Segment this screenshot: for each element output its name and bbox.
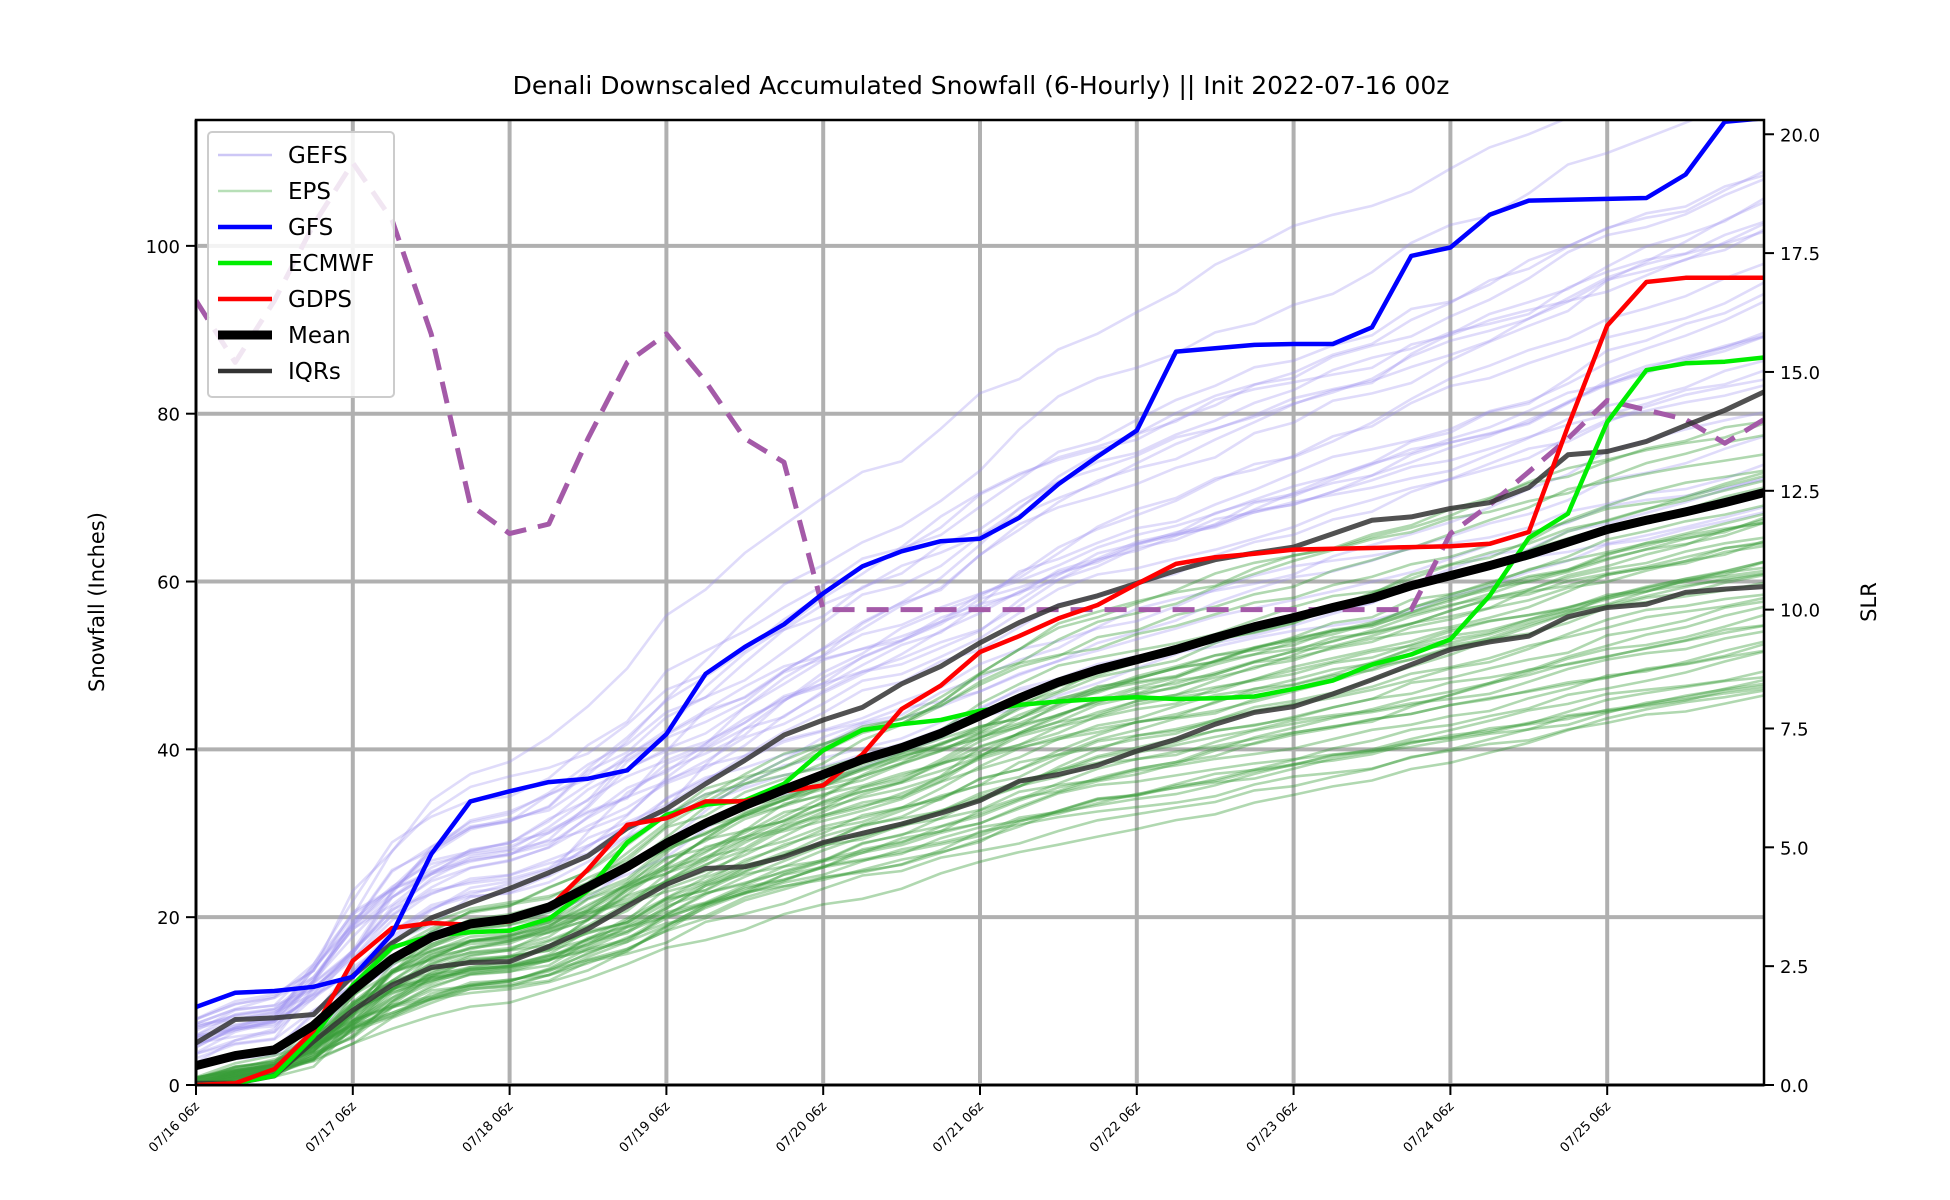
- y2-tick-label: 17.5: [1780, 244, 1820, 265]
- ensemble-member-line: [196, 384, 1764, 1021]
- ensemble-member-line: [196, 624, 1764, 1085]
- ensemble-member-line: [196, 222, 1764, 1055]
- ensemble-member-line: [196, 521, 1764, 1085]
- ensemble-member-line: [196, 682, 1764, 1084]
- ensemble-member-line: [196, 694, 1764, 1085]
- y-tick-label: 40: [157, 740, 180, 761]
- ensemble-member-line: [196, 678, 1764, 1084]
- ensemble-member-line: [196, 676, 1764, 1085]
- ensemble-member-line: [196, 335, 1764, 1045]
- x-tick-label: 07/23 06z: [1244, 1099, 1301, 1156]
- legend-label: ECMWF: [288, 251, 374, 277]
- y-tick-label: 80: [157, 405, 180, 426]
- ensemble-member-line: [196, 230, 1764, 1049]
- ensemble-member-line: [196, 174, 1764, 1038]
- ensemble-member-line: [196, 521, 1764, 1085]
- ensemble-member-line: [196, 642, 1764, 1081]
- ensemble-member-line: [196, 572, 1764, 1083]
- ensemble-member-line: [196, 518, 1764, 1080]
- ensemble-member-line: [196, 120, 1567, 1021]
- ensemble-member-line: [196, 335, 1764, 1046]
- ensemble-member-line: [196, 434, 1764, 1082]
- x-tick-label: 07/17 06z: [303, 1099, 360, 1156]
- series-line-mean: [196, 488, 1764, 1071]
- y2-axis-label: SLR: [1857, 582, 1881, 622]
- legend-label: EPS: [288, 179, 331, 205]
- ensemble-member-line: [196, 613, 1764, 1080]
- ensemble-member-line: [196, 689, 1764, 1085]
- main-series: [196, 120, 1764, 1085]
- y2-tick-label: 12.5: [1780, 482, 1820, 503]
- ensemble-member-line: [196, 170, 1764, 1064]
- y2-tick-label: 5.0: [1780, 838, 1809, 859]
- ensemble-member-line: [196, 566, 1764, 1085]
- y2-tick-label: 0.0: [1780, 1076, 1809, 1097]
- ensemble-member-line: [196, 544, 1764, 1080]
- y2-tick-label: 10.0: [1780, 601, 1820, 622]
- ensemble-member-line: [196, 300, 1764, 1025]
- ensemble-member-line: [196, 359, 1764, 1037]
- y-tick-label: 0: [169, 1076, 180, 1097]
- x-tick-label: 07/25 06z: [1557, 1099, 1614, 1156]
- ensemble-member-line: [196, 624, 1764, 1079]
- x-tick-label: 07/24 06z: [1401, 1099, 1458, 1156]
- ensemble-member-line: [196, 463, 1764, 1026]
- ensemble-member-line: [196, 670, 1764, 1085]
- ensemble-member-line: [196, 435, 1764, 1043]
- y-axis-label: Snowfall (Inches): [85, 512, 109, 692]
- y2-tick-label: 15.0: [1780, 363, 1820, 384]
- ensemble-member-line: [196, 560, 1764, 1085]
- legend-label: GEFS: [288, 143, 348, 169]
- ensemble-member-line: [196, 369, 1764, 1055]
- ensemble-member-line: [196, 228, 1764, 1037]
- series-line-ecmwf: [196, 355, 1764, 1085]
- ensemble-member-line: [196, 220, 1764, 1046]
- series-line-slr: [196, 160, 1764, 613]
- series-line-iqr-upper: [196, 389, 1764, 1046]
- ensemble-member-line: [196, 511, 1764, 1040]
- ensemble-member-line: [196, 292, 1764, 1068]
- legend: GEFS EPS GFS ECMWF GDPS Mean IQRs: [207, 131, 395, 398]
- legend-label: GDPS: [288, 287, 352, 313]
- ensemble-member-line: [196, 687, 1764, 1085]
- legend-label: IQRs: [288, 359, 341, 385]
- ensemble-member-line: [196, 471, 1764, 1085]
- x-tick-label: 07/18 06z: [460, 1099, 517, 1156]
- y-tick-label: 100: [146, 237, 180, 258]
- ensemble-member-line: [196, 640, 1764, 1085]
- ensemble-member-line: [196, 281, 1764, 1049]
- ensemble-member-line: [196, 197, 1764, 1029]
- x-tick-label: 07/20 06z: [773, 1099, 830, 1156]
- legend-label: GFS: [288, 215, 333, 241]
- series-line-gfs: [196, 120, 1764, 1010]
- x-tick-label: 07/22 06z: [1087, 1099, 1144, 1156]
- ensemble-member-line: [196, 605, 1764, 1082]
- chart-title: Denali Downscaled Accumulated Snowfall (…: [513, 71, 1450, 100]
- ensemble-member-line: [196, 650, 1764, 1085]
- series-line-iqr-lower: [196, 584, 1764, 1085]
- ensemble-member-line: [196, 560, 1764, 1085]
- ensemble-member-line: [196, 453, 1764, 1081]
- x-tick-label: 07/16 06z: [146, 1099, 203, 1156]
- y-tick-label: 20: [157, 908, 180, 929]
- ensemble-member-line: [196, 649, 1764, 1085]
- ensemble-member-line: [196, 572, 1764, 1079]
- x-tick-label: 07/21 06z: [930, 1099, 987, 1156]
- ensemble-member-line: [196, 540, 1764, 1085]
- x-tick-label: 07/19 06z: [617, 1099, 674, 1156]
- ensemble-member-line: [196, 469, 1764, 1085]
- ensemble-member-line: [196, 201, 1764, 1056]
- ensemble-member-line: [196, 542, 1764, 1085]
- y-tick-label: 60: [157, 573, 180, 594]
- y2-tick-label: 7.5: [1780, 719, 1809, 740]
- ensemble-member-line: [196, 573, 1764, 1085]
- y2-tick-label: 2.5: [1780, 957, 1809, 978]
- ensemble-member-line: [196, 596, 1764, 1085]
- legend-label: Mean: [288, 323, 351, 349]
- ensemble-member-line: [196, 177, 1764, 1040]
- ensemble-member-line: [196, 684, 1764, 1085]
- ensemble-member-line: [196, 331, 1764, 1029]
- y2-tick-label: 20.0: [1780, 125, 1820, 146]
